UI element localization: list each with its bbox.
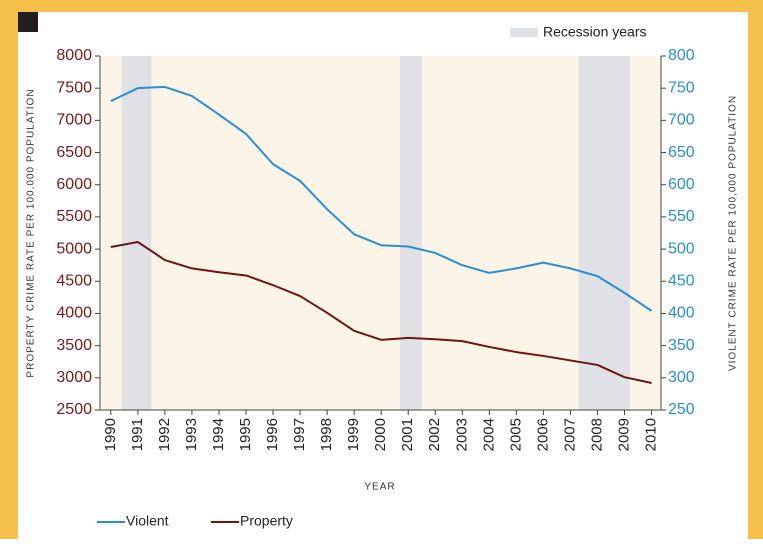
- x-tick-label: 1996: [264, 418, 281, 451]
- series-line: [110, 241, 652, 384]
- y-tick-label: 7000: [56, 112, 92, 129]
- x-tick-label: 2005: [507, 418, 524, 451]
- y-axis-label: PROPERTY CRIME RATE PER 100,000 POPULATI…: [26, 88, 37, 377]
- y2-tick-label: 650: [668, 144, 695, 161]
- x-tick-label: 2010: [643, 418, 660, 451]
- y-tick-label: 8000: [56, 47, 92, 64]
- x-tick-label: 2009: [615, 418, 632, 451]
- x-tick-label: 2003: [453, 418, 470, 451]
- y2-tick-label: 700: [668, 112, 695, 129]
- x-tick-label: 2006: [534, 418, 551, 451]
- x-tick-label: 1991: [129, 418, 146, 451]
- y2-tick-label: 400: [668, 305, 695, 322]
- x-tick-label: 1997: [291, 418, 308, 451]
- x-tick-label: 1990: [102, 418, 119, 451]
- legend-label: Property: [240, 513, 293, 529]
- y-tick-label: 3000: [56, 369, 92, 386]
- y2-tick-label: 250: [668, 401, 695, 418]
- y2-tick-label: 350: [668, 337, 695, 354]
- x-tick-label: 2002: [426, 418, 443, 451]
- y2-tick-label: 800: [668, 47, 695, 64]
- y2-tick-label: 750: [668, 79, 695, 96]
- x-tick-label: 1994: [210, 418, 227, 451]
- y-tick-label: 2500: [56, 401, 92, 418]
- x-tick-label: 1999: [345, 418, 362, 451]
- y2-tick-label: 600: [668, 176, 695, 193]
- y2-tick-label: 450: [668, 272, 695, 289]
- y-tick-label: 6500: [56, 144, 92, 161]
- y-tick-label: 4500: [56, 272, 92, 289]
- y-tick-label: 5500: [56, 208, 92, 225]
- recession-legend-label: Recession years: [543, 24, 647, 40]
- recession-legend-swatch: [510, 28, 538, 37]
- x-tick-label: 2007: [561, 418, 578, 451]
- y2-tick-label: 500: [668, 240, 695, 257]
- recession-band: [121, 56, 152, 410]
- x-tick-label: 1992: [156, 418, 173, 451]
- x-tick-label: 1995: [237, 418, 254, 451]
- y2-axis-label: VIOLENT CRIME RATE PER 100,000 POPULATIO…: [728, 95, 739, 371]
- series-line: [110, 85, 653, 312]
- x-tick-label: 1998: [318, 418, 335, 451]
- recession-band: [400, 56, 422, 410]
- x-tick-label: 2004: [480, 418, 497, 451]
- plot-area: [100, 56, 661, 410]
- y2-tick-label: 550: [668, 208, 695, 225]
- y-tick-label: 7500: [56, 79, 92, 96]
- y2-tick-label: 300: [668, 369, 695, 386]
- x-tick-label: 2008: [588, 418, 605, 451]
- y-tick-label: 4000: [56, 305, 92, 322]
- y-tick-label: 6000: [56, 176, 92, 193]
- y-tick-label: 5000: [56, 240, 92, 257]
- x-tick-label: 1993: [183, 418, 200, 451]
- recession-band: [578, 56, 630, 410]
- legend-label: Violent: [126, 513, 169, 529]
- x-tick-label: 2000: [372, 418, 389, 451]
- y-tick-label: 3500: [56, 337, 92, 354]
- corner-mark: [18, 12, 38, 32]
- x-tick-label: 2001: [399, 418, 416, 451]
- x-axis-label: YEAR: [364, 482, 395, 493]
